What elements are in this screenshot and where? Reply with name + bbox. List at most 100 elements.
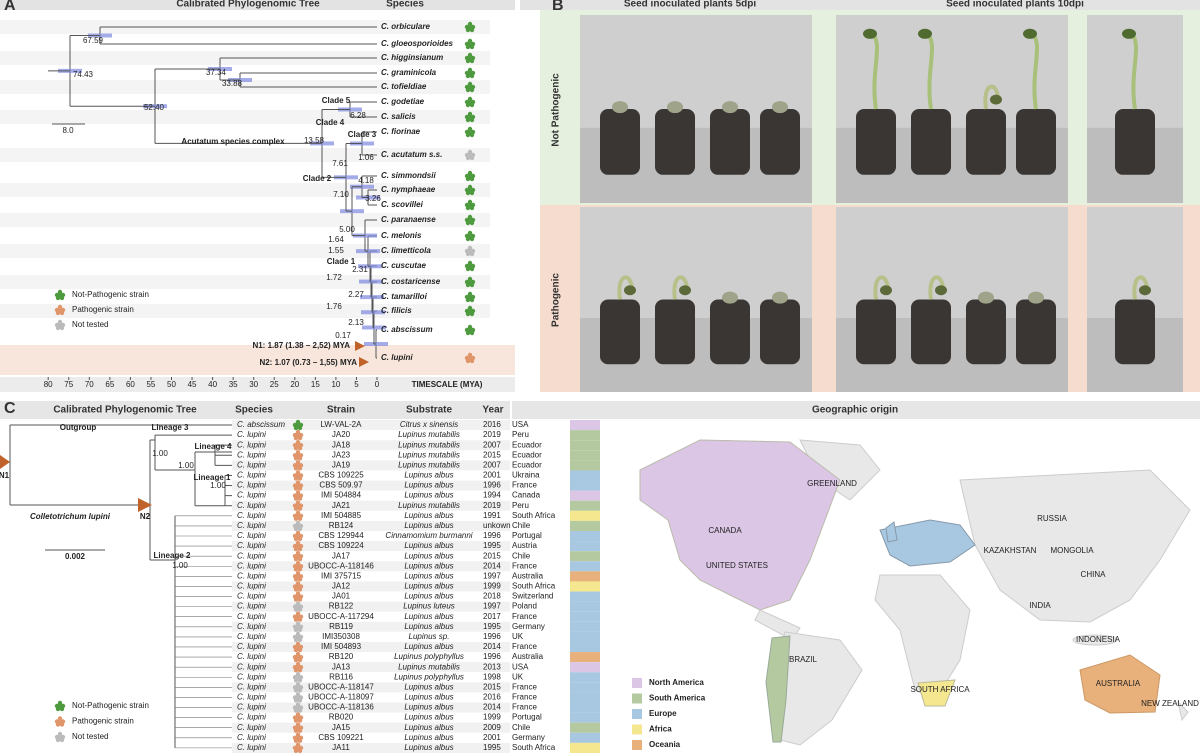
species: C. lupini — [237, 602, 266, 611]
land — [959, 469, 1191, 623]
row-stripe — [232, 682, 510, 693]
status-icon — [292, 500, 304, 511]
origin-strip — [570, 490, 600, 501]
map-label: SOUTH AFRICA — [910, 685, 970, 694]
pot — [600, 299, 640, 365]
europe — [879, 519, 976, 567]
icon-part — [295, 543, 301, 549]
species: C. lupini — [237, 703, 266, 712]
origin-strip — [570, 520, 600, 531]
year: 2001 — [483, 733, 501, 742]
status-icon — [292, 520, 304, 532]
icon-part — [467, 217, 473, 223]
species: C. lupini — [237, 501, 266, 510]
species: C. lupini — [237, 662, 266, 671]
icon-part — [295, 594, 301, 599]
year: 2007 — [483, 460, 501, 469]
complex-label: Acutatum species complex — [181, 137, 285, 146]
origin-strip — [570, 591, 600, 602]
species-name: C. tofieldiae — [381, 82, 427, 91]
photo — [836, 15, 1068, 203]
legend-label: Pathogenic strain — [72, 717, 134, 726]
strain: UBOCC-A-118147 — [308, 682, 374, 691]
legend-swatch — [632, 693, 642, 704]
node-age: 1.72 — [326, 273, 342, 282]
photo — [1087, 15, 1183, 203]
year: 2007 — [483, 440, 501, 449]
species: C. lupini — [237, 682, 266, 691]
substrate: Lupinus albus — [404, 693, 453, 702]
tree-label: Lineage 2 — [154, 551, 191, 560]
leaf — [990, 94, 1002, 105]
icon-part — [295, 453, 301, 458]
year: 2019 — [483, 430, 501, 439]
year: 1996 — [483, 652, 501, 661]
seed — [667, 101, 683, 114]
substrate: Lupinus albus — [404, 723, 453, 732]
year: 2016 — [483, 693, 501, 702]
status-icon — [292, 712, 304, 723]
country: Portugal — [512, 531, 542, 540]
origin-strip — [570, 460, 600, 471]
year: 1995 — [483, 622, 501, 631]
substrate: Lupinus albus — [404, 743, 453, 752]
origin-strip — [570, 621, 600, 632]
strain: JA23 — [332, 450, 351, 459]
year: 2014 — [483, 642, 501, 651]
leaf — [1122, 28, 1136, 39]
substrate: Lupinus albus — [404, 582, 453, 591]
country: Canada — [512, 491, 541, 500]
status-icon — [292, 732, 304, 743]
status-icon — [292, 682, 304, 693]
status-icon — [292, 641, 304, 653]
pot — [1016, 299, 1056, 365]
species-name: C. costaricense — [381, 277, 441, 286]
strain: IMI 504893 — [321, 642, 362, 651]
panel-title: Seed inoculated plants 5dpi — [624, 0, 756, 10]
node-age: 7.61 — [332, 159, 348, 168]
species-name: C. higginsianum — [381, 53, 443, 62]
column-header: Strain — [327, 405, 355, 416]
row-stripe — [232, 581, 510, 592]
icon-part — [467, 355, 473, 361]
legend-label: Not-Pathogenic strain — [72, 701, 149, 710]
substrate: Lupinus polyphyllus — [394, 672, 464, 681]
node-note: N1: 1.87 (1.38 – 2,52) MYA — [252, 341, 350, 350]
country: Australia — [512, 652, 544, 661]
node-age: 2.27 — [348, 290, 364, 299]
legend-label: Pathogenic strain — [72, 305, 134, 314]
legend-swatch — [632, 724, 642, 735]
clade-label: Clade 2 — [303, 174, 332, 183]
tick-label: 0 — [375, 380, 380, 389]
strain: RB122 — [329, 602, 354, 611]
legend-label: Not-Pathogenic strain — [72, 290, 149, 299]
substrate: Lupinus mutabilis — [398, 440, 460, 449]
tick-label: 15 — [311, 380, 320, 389]
map-label: RUSSIA — [1037, 514, 1067, 523]
strain: IMI 504885 — [321, 511, 362, 520]
status-icon — [292, 439, 304, 451]
tick-label: 80 — [44, 380, 53, 389]
column-header: Year — [482, 405, 503, 416]
land — [874, 574, 971, 701]
tree-label: Lineage 1 — [194, 473, 231, 482]
country: France — [512, 481, 537, 490]
substrate: Lupinus albus — [404, 703, 453, 712]
status-icon — [292, 722, 304, 733]
status-icon — [292, 490, 304, 501]
species-name: C. gloeosporioides — [381, 39, 454, 48]
icon-part — [57, 307, 63, 313]
row-label: Not Pathogenic — [551, 73, 562, 147]
origin-strip — [570, 510, 600, 521]
tick-label: 70 — [85, 380, 94, 389]
country: Germany — [512, 733, 545, 742]
pot — [1115, 109, 1155, 175]
status-icon — [464, 291, 476, 303]
row-stripe — [232, 621, 510, 632]
leaf — [880, 285, 892, 296]
tick-label: 55 — [146, 380, 155, 389]
status-icon — [464, 126, 476, 138]
status-icon — [292, 631, 304, 643]
icon-part — [295, 513, 301, 519]
status-icon — [292, 661, 304, 673]
